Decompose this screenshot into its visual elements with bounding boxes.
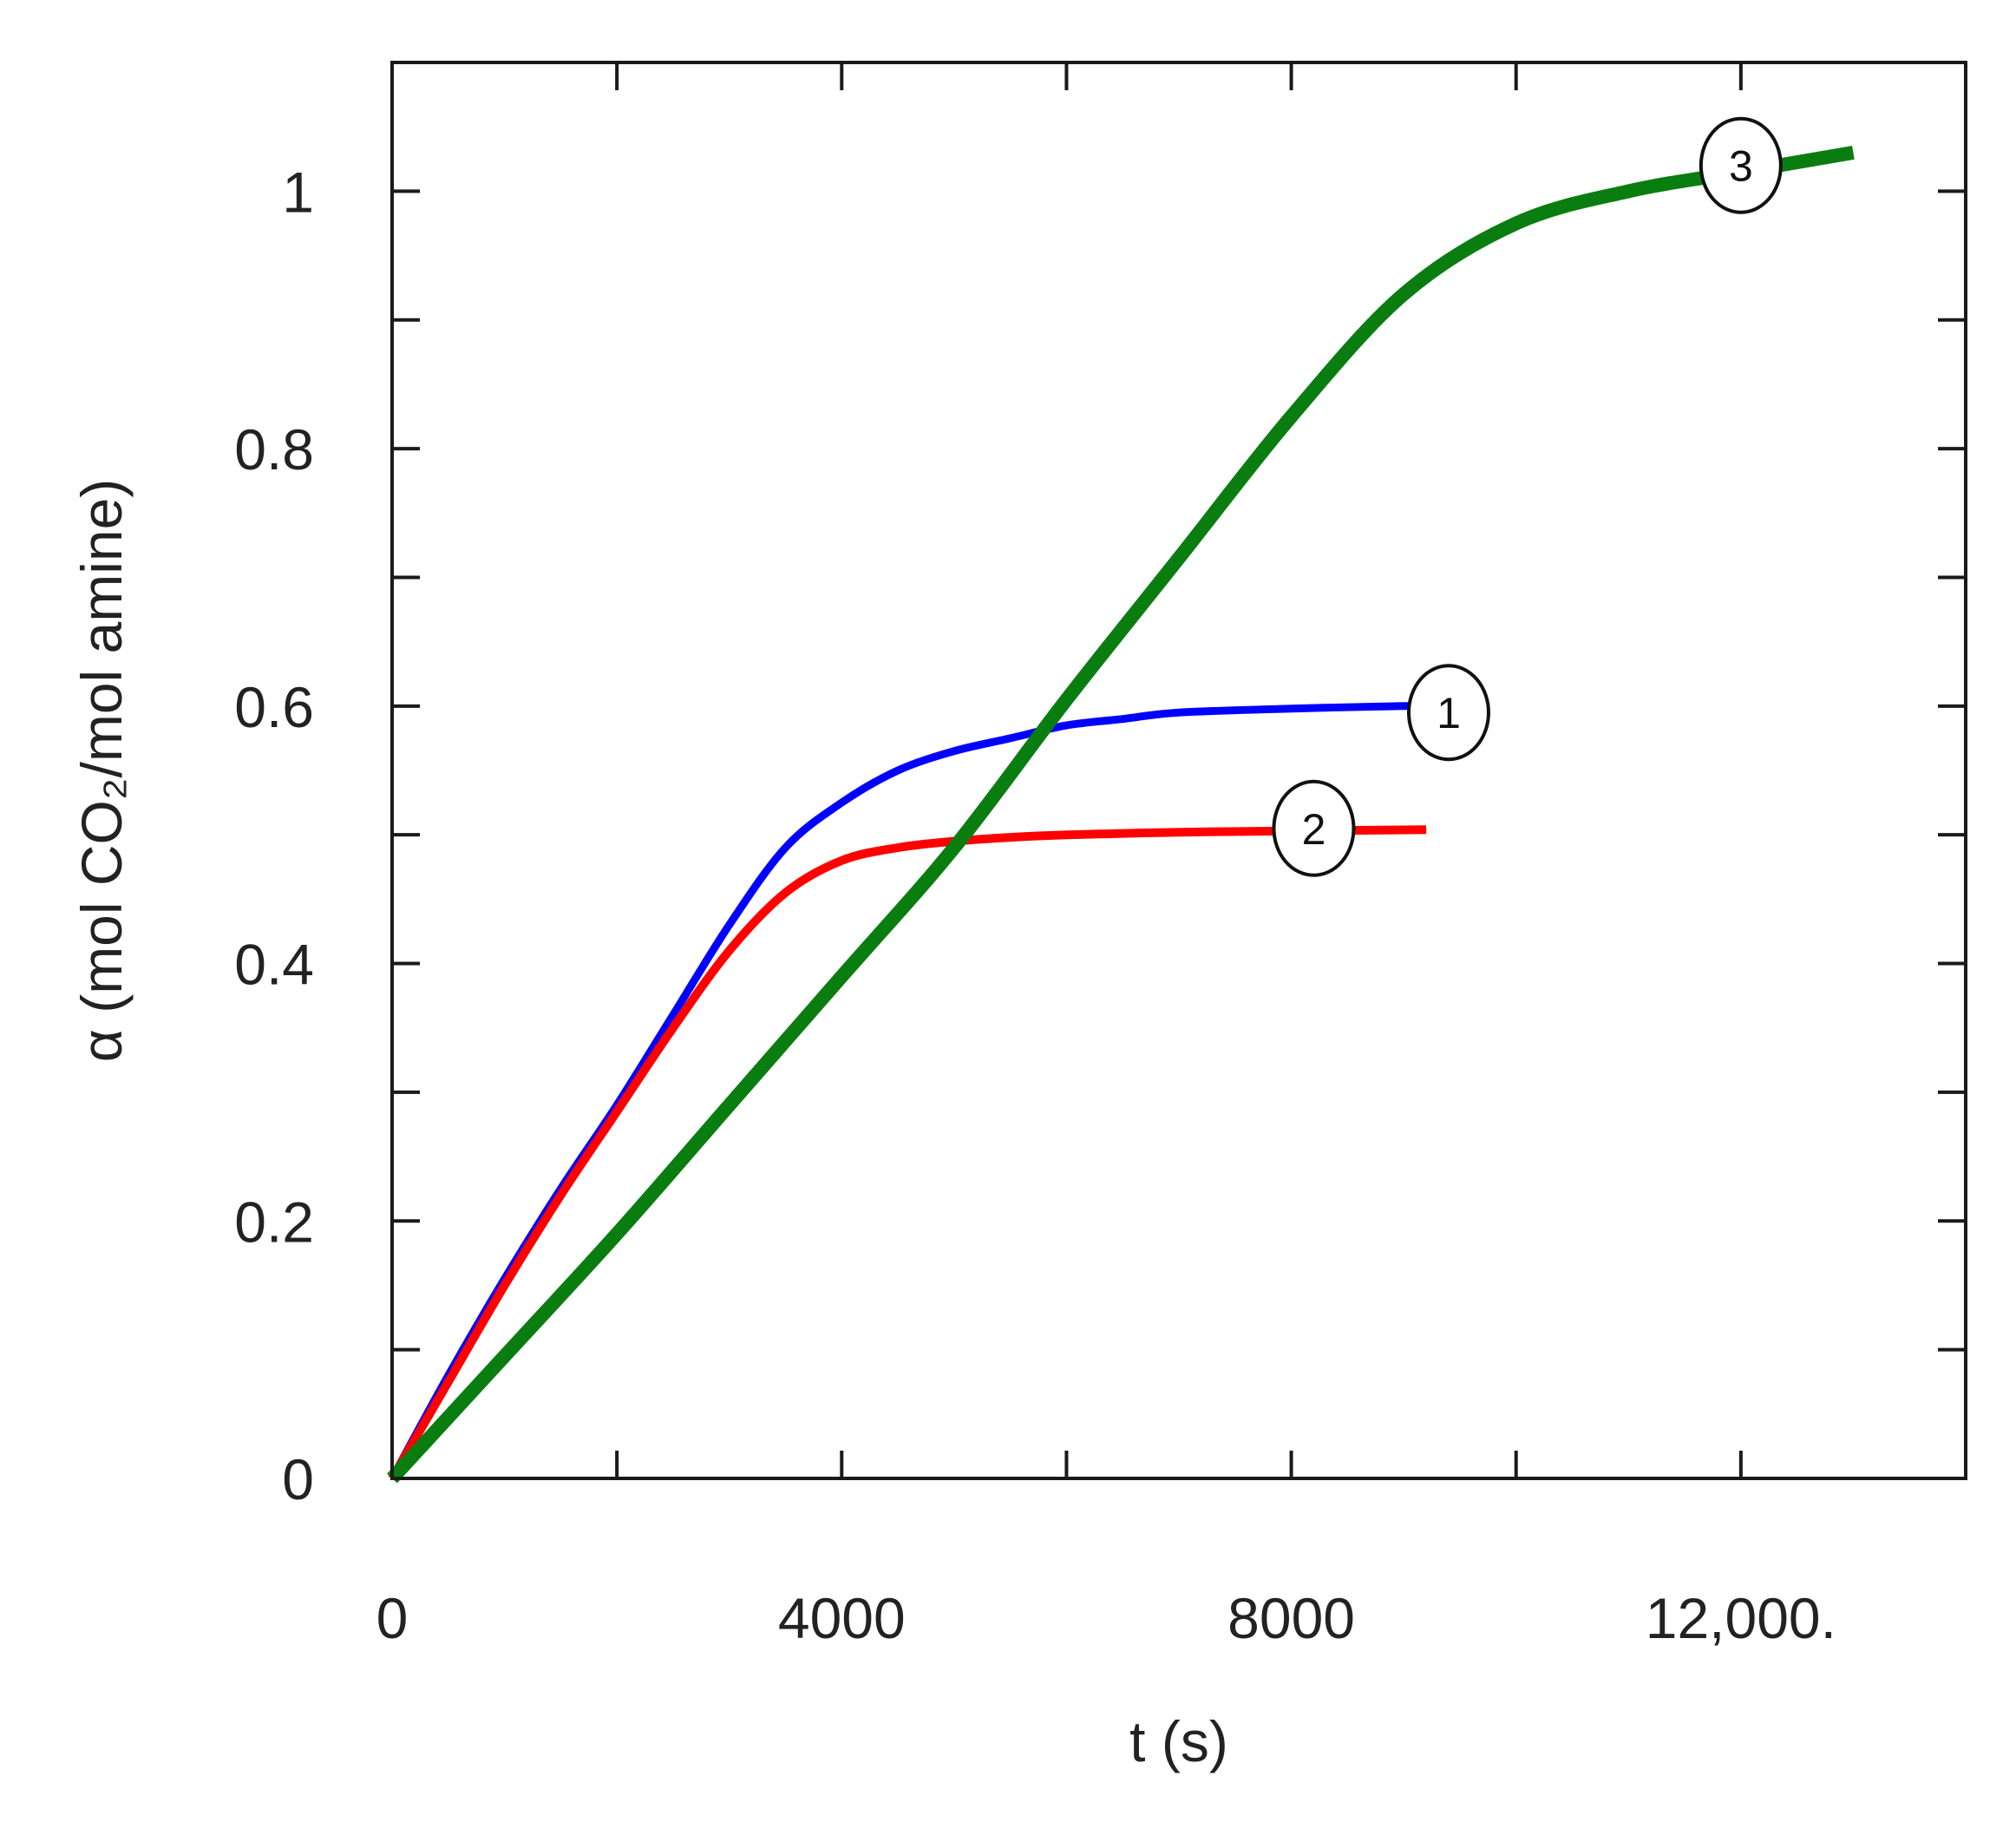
series-2-marker-circle	[1272, 779, 1356, 877]
tick-labels-layer: 0 4000 8000 12,000. 0 0.2 0.4 0.6 0.8 1	[234, 160, 1836, 1650]
plot-frame	[390, 61, 1967, 1480]
series-markers-layer: 1 2 3	[1272, 116, 1783, 877]
series-2-line	[388, 825, 1427, 1481]
y-tick-label: 0.4	[234, 933, 314, 997]
x-axis-title: t (s)	[1129, 1709, 1228, 1773]
y-tick-label: 0.8	[234, 417, 314, 482]
series-3-line	[387, 146, 1855, 1484]
y-tick-label: 0.2	[234, 1190, 314, 1254]
series-3-marker-circle	[1699, 116, 1783, 214]
x-tick-label: 4000	[778, 1586, 906, 1650]
x-tick-label: 12,000.	[1646, 1586, 1836, 1650]
series-3-marker-label: 3	[1729, 142, 1753, 191]
series-1-marker-circle	[1406, 664, 1490, 762]
series-2-marker-label: 2	[1302, 805, 1326, 854]
y-axis-title: α (mol CO₂/mol amine)	[69, 479, 134, 1063]
series-1-marker-label: 1	[1437, 689, 1461, 737]
y-tick-label: 0.6	[234, 675, 314, 739]
series-layer	[387, 146, 1855, 1484]
y-tick-label: 0	[282, 1447, 314, 1511]
ticks-layer	[390, 62, 1966, 1480]
y-tick-label: 1	[282, 160, 314, 224]
x-tick-label: 0	[376, 1586, 409, 1650]
x-tick-label: 8000	[1227, 1586, 1355, 1650]
